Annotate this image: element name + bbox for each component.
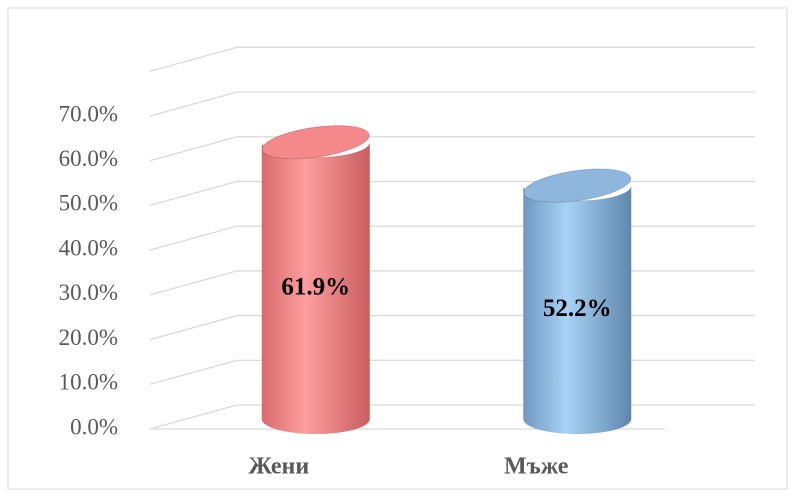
y-tick-label: 30.0% — [59, 280, 118, 305]
bar-top — [261, 125, 370, 160]
chart-border — [7, 7, 788, 490]
y-tick-label: 0.0% — [70, 414, 118, 439]
y-tick-label: 50.0% — [59, 191, 118, 216]
grid-line — [149, 136, 755, 162]
bar-top — [523, 168, 632, 203]
data-label: 61.9% — [281, 273, 350, 300]
grid-line — [149, 46, 755, 72]
y-tick-label: 20.0% — [59, 325, 118, 350]
data-label: 52.2% — [543, 295, 612, 322]
x-tick-label: Жени — [248, 454, 309, 480]
grid-line — [149, 91, 755, 117]
y-tick-label: 70.0% — [59, 101, 118, 126]
y-tick-label: 10.0% — [59, 370, 118, 395]
x-tick-label: Мъже — [504, 454, 569, 480]
bar — [261, 142, 370, 434]
y-tick-label: 40.0% — [59, 235, 118, 260]
y-tick-label: 60.0% — [59, 146, 118, 171]
bar — [523, 185, 632, 434]
